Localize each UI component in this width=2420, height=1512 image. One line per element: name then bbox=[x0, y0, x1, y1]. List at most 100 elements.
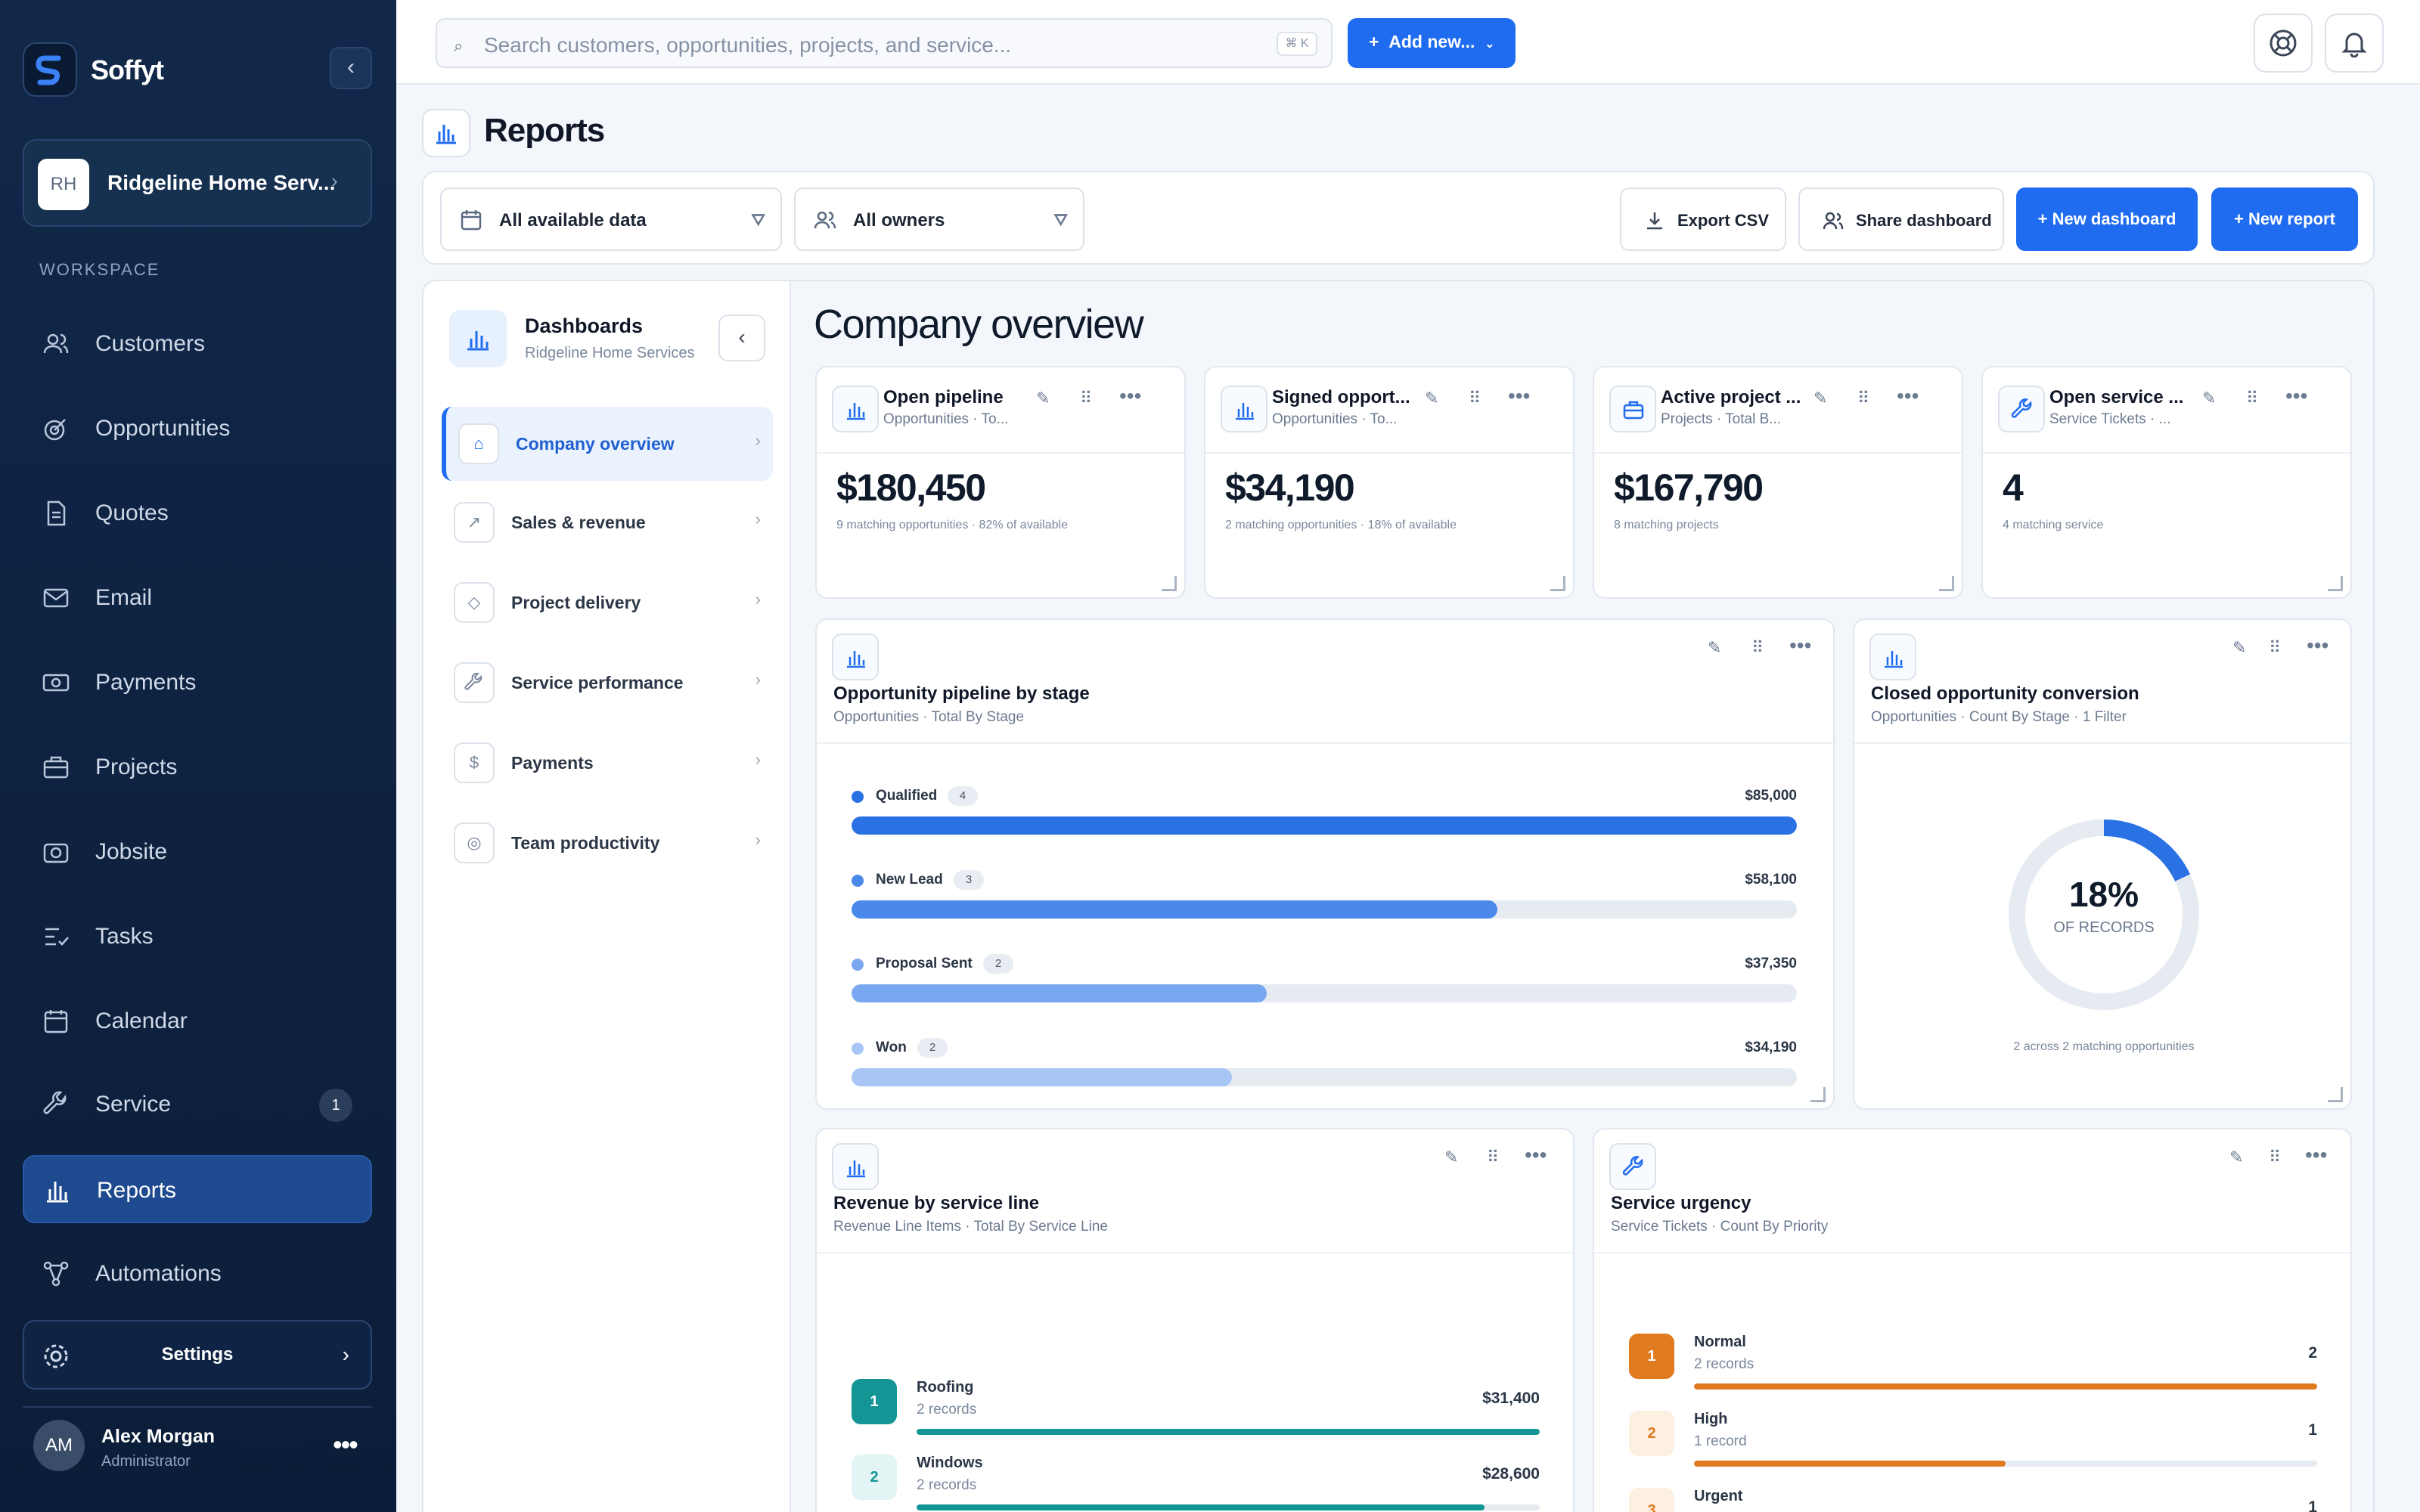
gear-icon bbox=[44, 1344, 68, 1368]
sidebar-item-projects[interactable]: Projects bbox=[23, 733, 372, 801]
sidebar-item-quotes[interactable]: Quotes bbox=[23, 479, 372, 547]
stage-row[interactable]: New Lead 3 $58,100 bbox=[852, 867, 1797, 943]
settings-button[interactable]: Settings › bbox=[23, 1320, 372, 1390]
user-avatar[interactable]: AM bbox=[33, 1420, 85, 1471]
resize-handle[interactable] bbox=[1550, 576, 1565, 591]
urgency-row[interactable]: 2 High 1 record 1 bbox=[1629, 1411, 2317, 1479]
sidebar-item-payments[interactable]: Payments bbox=[23, 649, 372, 717]
data-filter-select[interactable]: All available data ⛛ bbox=[440, 187, 782, 251]
sidebar-item-email[interactable]: Email bbox=[23, 564, 372, 632]
settings-label: Settings bbox=[161, 1344, 234, 1365]
more-icon[interactable]: ••• bbox=[2285, 384, 2308, 407]
priority-track bbox=[1694, 1461, 2317, 1467]
rank-badge: 2 bbox=[852, 1455, 897, 1500]
sidebar-item-service[interactable]: Service 1 bbox=[23, 1070, 372, 1139]
stage-row[interactable]: Won 2 $34,190 bbox=[852, 1035, 1797, 1108]
edit-icon[interactable]: ✎ bbox=[1425, 389, 1439, 407]
widget-title: Closed opportunity conversion bbox=[1871, 683, 2139, 704]
edit-icon[interactable]: ✎ bbox=[1813, 389, 1828, 407]
export-csv-button[interactable]: Export CSV bbox=[1620, 187, 1786, 251]
edit-icon[interactable]: ✎ bbox=[1444, 1148, 1459, 1167]
revenue-row[interactable]: 2 Windows 2 records $28,600 bbox=[852, 1455, 1540, 1512]
resize-handle[interactable] bbox=[1162, 576, 1177, 591]
trend-up-icon: ↗ bbox=[454, 502, 495, 543]
service-line-records: 2 records bbox=[917, 1477, 977, 1493]
sidebar-item-reports[interactable]: Reports bbox=[23, 1155, 372, 1223]
new-report-button[interactable]: + New report bbox=[2211, 187, 2358, 251]
widget-revenue-by-service-line[interactable]: ✎ ⠿ ••• Revenue by service line Revenue … bbox=[815, 1128, 1575, 1512]
resize-handle[interactable] bbox=[1939, 576, 1954, 591]
drag-icon[interactable]: ⠿ bbox=[1857, 389, 1870, 407]
kpi-card-active-projects[interactable]: Active project ... Projects · Total B...… bbox=[1593, 366, 1963, 599]
add-new-button[interactable]: + Add new... ⌄ bbox=[1348, 18, 1516, 68]
dashboard-item-sales-revenue[interactable]: ↗ Sales & revenue › bbox=[442, 485, 773, 559]
sidebar-item-calendar[interactable]: Calendar bbox=[23, 987, 372, 1055]
drag-icon[interactable]: ⠿ bbox=[1469, 389, 1481, 407]
more-icon[interactable]: ••• bbox=[1119, 384, 1142, 407]
resize-handle[interactable] bbox=[2328, 576, 2343, 591]
dashboard-item-company-overview[interactable]: ⌂ Company overview › bbox=[442, 407, 773, 481]
edit-icon[interactable]: ✎ bbox=[2229, 1148, 2244, 1167]
stage-bar bbox=[852, 816, 1797, 835]
drag-icon[interactable]: ⠿ bbox=[2246, 389, 2259, 407]
stage-name: Qualified bbox=[876, 788, 938, 804]
sidebar-item-opportunities[interactable]: Opportunities bbox=[23, 395, 372, 463]
app-logo[interactable] bbox=[23, 42, 77, 97]
notifications-button[interactable] bbox=[2325, 14, 2384, 73]
resize-handle[interactable] bbox=[2328, 1087, 2343, 1102]
more-icon[interactable]: ••• bbox=[2307, 634, 2329, 657]
drag-icon[interactable]: ⠿ bbox=[2269, 1148, 2282, 1167]
dashboard-item-service-performance[interactable]: Service performance › bbox=[442, 646, 773, 720]
dashboard-item-label: Project delivery bbox=[511, 593, 641, 612]
dashboard-item-team-productivity[interactable]: ◎ Team productivity › bbox=[442, 806, 773, 880]
drag-icon[interactable]: ⠿ bbox=[1751, 638, 1764, 657]
stage-row[interactable]: Proposal Sent 2 $37,350 bbox=[852, 951, 1797, 1027]
drag-icon[interactable]: ⠿ bbox=[1080, 389, 1093, 407]
edit-icon[interactable]: ✎ bbox=[2202, 389, 2217, 407]
sidebar-item-tasks[interactable]: Tasks bbox=[23, 903, 372, 971]
dashboard-item-label: Company overview bbox=[516, 434, 675, 454]
sidebar-item-customers[interactable]: Customers bbox=[23, 310, 372, 378]
revenue-row[interactable]: 1 Roofing 2 records $31,400 bbox=[852, 1379, 1540, 1447]
conversion-note: 2 across 2 matching opportunities bbox=[2013, 1040, 2195, 1053]
briefcase-icon bbox=[43, 756, 69, 779]
help-button[interactable] bbox=[2254, 14, 2313, 73]
sidebar-item-automations[interactable]: Automations bbox=[23, 1240, 372, 1308]
drag-icon[interactable]: ⠿ bbox=[2269, 638, 2282, 657]
widget-service-urgency[interactable]: ✎ ⠿ ••• Service urgency Service Tickets … bbox=[1593, 1128, 2352, 1512]
dashboard-item-payments[interactable]: $ Payments › bbox=[442, 726, 773, 800]
dashboard-item-project-delivery[interactable]: ◇ Project delivery › bbox=[442, 565, 773, 640]
kpi-card-open-service[interactable]: Open service ... Service Tickets · ... ✎… bbox=[1981, 366, 2352, 599]
more-icon[interactable]: ••• bbox=[1897, 384, 1919, 407]
dashboards-collapse-button[interactable]: ‹ bbox=[718, 314, 765, 361]
sidebar-collapse-button[interactable]: ‹ bbox=[330, 47, 372, 89]
workspace-switcher[interactable]: RH Ridgeline Home Serv... › bbox=[23, 139, 372, 227]
edit-icon[interactable]: ✎ bbox=[1036, 389, 1050, 407]
dashboard-title: Company overview bbox=[814, 302, 1144, 347]
bar-chart-icon bbox=[1221, 386, 1267, 432]
more-icon[interactable]: ••• bbox=[1525, 1143, 1547, 1167]
more-icon[interactable]: ••• bbox=[333, 1429, 358, 1460]
new-dashboard-button[interactable]: + New dashboard bbox=[2016, 187, 2198, 251]
widget-closed-conversion[interactable]: ✎ ⠿ ••• Closed opportunity conversion Op… bbox=[1853, 618, 2352, 1110]
stage-row[interactable]: Qualified 4 $85,000 bbox=[852, 783, 1797, 859]
owner-filter-select[interactable]: All owners ⛛ bbox=[794, 187, 1084, 251]
drag-icon[interactable]: ⠿ bbox=[1487, 1148, 1500, 1167]
edit-icon[interactable]: ✎ bbox=[1708, 638, 1722, 657]
resize-handle[interactable] bbox=[1810, 1087, 1826, 1102]
users-icon bbox=[814, 211, 836, 229]
kpi-card-open-pipeline[interactable]: Open pipeline Opportunities · To... ✎ ⠿ … bbox=[815, 366, 1186, 599]
edit-icon[interactable]: ✎ bbox=[2232, 638, 2247, 657]
search-input[interactable]: ⌕ Search customers, opportunities, proje… bbox=[436, 18, 1333, 68]
more-icon[interactable]: ••• bbox=[2305, 1143, 2328, 1167]
urgency-row[interactable]: 1 Normal 2 records 2 bbox=[1629, 1334, 2317, 1402]
kpi-card-signed-opportunities[interactable]: Signed opport... Opportunities · To... ✎… bbox=[1204, 366, 1575, 599]
urgency-row[interactable]: 3 Urgent 1 bbox=[1629, 1488, 2317, 1512]
sidebar-item-label: Quotes bbox=[95, 500, 169, 525]
stage-bar-track bbox=[852, 1068, 1797, 1086]
more-icon[interactable]: ••• bbox=[1508, 384, 1531, 407]
more-icon[interactable]: ••• bbox=[1789, 634, 1812, 657]
share-dashboard-button[interactable]: Share dashboard bbox=[1798, 187, 2004, 251]
widget-opportunity-pipeline[interactable]: ✎ ⠿ ••• Opportunity pipeline by stage Op… bbox=[815, 618, 1835, 1110]
sidebar-item-jobsite[interactable]: Jobsite bbox=[23, 818, 372, 886]
